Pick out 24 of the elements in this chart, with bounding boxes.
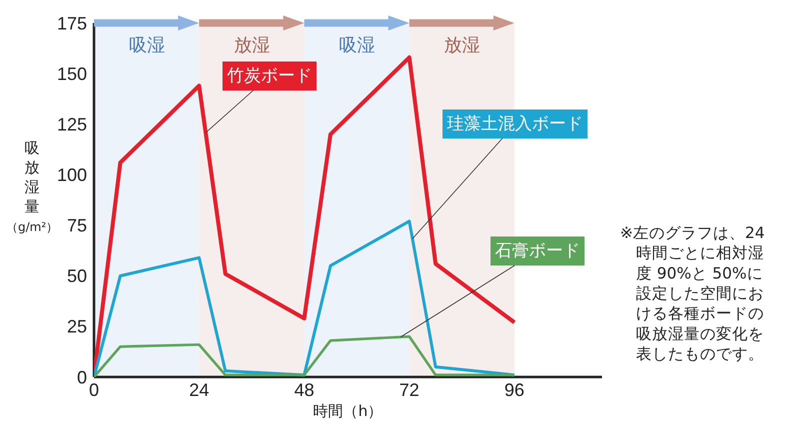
y-tick-label: 50 [66, 266, 87, 286]
band-label: 放湿 [234, 35, 270, 56]
x-tick-label: 96 [504, 380, 524, 400]
x-tick-label: 72 [399, 380, 420, 400]
y-axis-title: 吸放湿量（g/m²） [6, 139, 58, 234]
y-tick-label: 25 [66, 316, 87, 337]
text: ※左のグラフは、24時間ごとに相対湿度 90%と 50%に設定した空間における各種ボードの吸放湿量の変化を表したものです。 [620, 224, 765, 363]
line-series [94, 335, 516, 377]
y-tick-label: 125 [56, 114, 87, 134]
x-axis-title: 時間（h） [313, 402, 383, 420]
band-label: 放湿 [444, 35, 480, 56]
y-tick-label: 0 [76, 367, 87, 388]
y-tick-label: 100 [56, 165, 87, 186]
y-tick-label: 150 [56, 64, 87, 84]
x-tick-label: 48 [294, 380, 314, 400]
text: 石膏ボード [495, 241, 580, 261]
x-tick-label: 24 [189, 380, 210, 400]
band-label: 吸湿 [339, 35, 375, 56]
series-label: 竹炭ボード [227, 66, 312, 86]
y-tick-label: 75 [66, 216, 87, 236]
y-tick-label: 175 [56, 13, 87, 34]
text: 珪藻土混入ボード [447, 114, 583, 134]
x-tick-label: 0 [88, 380, 100, 400]
band-label: 吸湿 [129, 35, 165, 56]
